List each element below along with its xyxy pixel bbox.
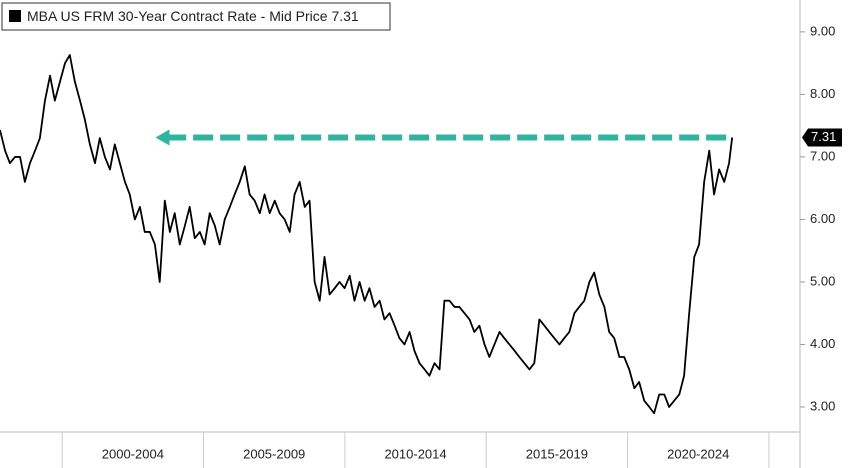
legend-text: MBA US FRM 30-Year Contract Rate - Mid P… (27, 8, 359, 24)
x-tick-label: 2005-2009 (243, 446, 305, 461)
series-line (0, 54, 734, 415)
arrow-head (155, 129, 170, 146)
plot (0, 54, 734, 415)
y-tick-label: 5.00 (810, 273, 835, 288)
legend-value: 7.31 (331, 8, 358, 24)
legend-name: MBA US FRM 30-Year Contract Rate - Mid P… (27, 8, 328, 24)
y-tick-label: 8.00 (810, 86, 835, 101)
x-tick-label: 2010-2014 (384, 446, 446, 461)
y-tick-label: 6.00 (810, 211, 835, 226)
legend-box (1, 2, 391, 31)
y-tick-label: 9.00 (810, 23, 835, 38)
legend-swatch (9, 10, 21, 22)
x-tick-label: 2015-2019 (526, 446, 588, 461)
y-tick-label: 3.00 (810, 398, 835, 413)
x-tick-label: 2020-2024 (667, 446, 729, 461)
last-value-label: 7.31 (811, 129, 836, 144)
y-tick-label: 7.00 (810, 148, 835, 163)
last-value-tag (802, 128, 842, 147)
y-tick-label: 4.00 (810, 336, 835, 351)
x-tick-label: 2000-2004 (102, 446, 164, 461)
